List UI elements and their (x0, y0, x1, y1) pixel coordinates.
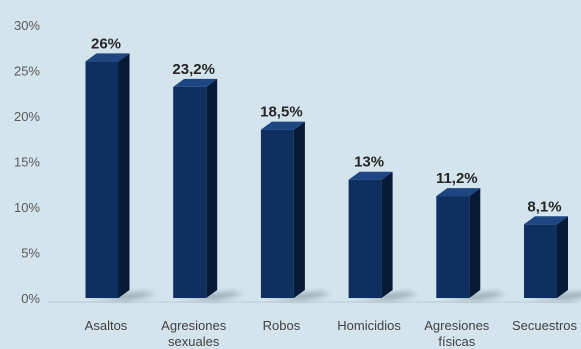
bar-top (524, 216, 568, 225)
bar-front (173, 86, 207, 298)
y-tick-label: 25% (14, 64, 40, 79)
x-axis: Asaltos Agresiones sexuales Robos Homicidios… (85, 318, 578, 349)
bar-front (436, 196, 470, 298)
bar-side (206, 78, 218, 298)
bar-top (173, 78, 218, 87)
bar-side (469, 188, 481, 298)
bar-top (85, 53, 130, 62)
data-label: 11,2% (436, 170, 478, 187)
data-label: 18,5% (260, 104, 303, 121)
category-label: Homicidios (337, 318, 401, 333)
bar-front (524, 224, 557, 298)
bar (173, 78, 218, 298)
bar (524, 216, 568, 298)
bar-shadows (89, 292, 581, 300)
y-tick-label: 0% (21, 291, 40, 306)
y-tick-label: 30% (14, 18, 40, 33)
bar-side (557, 216, 568, 298)
category-label: Agresiones físicas (424, 318, 490, 349)
data-label: 13% (354, 154, 384, 171)
bar (85, 53, 130, 299)
bar-front (85, 61, 119, 299)
bars (85, 53, 568, 299)
y-tick-label: 5% (21, 246, 40, 261)
data-label: 23,2% (172, 61, 215, 78)
bar-front (260, 129, 294, 298)
bar-top (348, 171, 393, 180)
bar-side (381, 171, 393, 298)
bar (260, 121, 305, 299)
data-label: 26% (91, 35, 121, 52)
category-label: Robos (263, 318, 301, 333)
data-labels: 26% 23,2% 18,5% 13% 11,2% 8,1% (91, 35, 562, 215)
bar-top (436, 188, 481, 197)
bar-front (348, 179, 382, 298)
bar-side (293, 121, 305, 299)
y-tick-label: 15% (14, 155, 40, 170)
bar-side (118, 53, 130, 299)
y-tick-label: 10% (14, 200, 40, 215)
y-tick-label: 20% (14, 109, 40, 124)
data-label: 8,1% (527, 198, 561, 215)
bar (348, 171, 393, 298)
bar-top (260, 121, 305, 130)
category-label: Asaltos (85, 318, 128, 333)
category-label: Agresiones sexuales (161, 318, 227, 349)
y-axis: 0% 5% 10% 15% 20% 25% 30% (14, 18, 578, 306)
category-label: Secuestros (512, 318, 578, 333)
bar (436, 188, 481, 298)
